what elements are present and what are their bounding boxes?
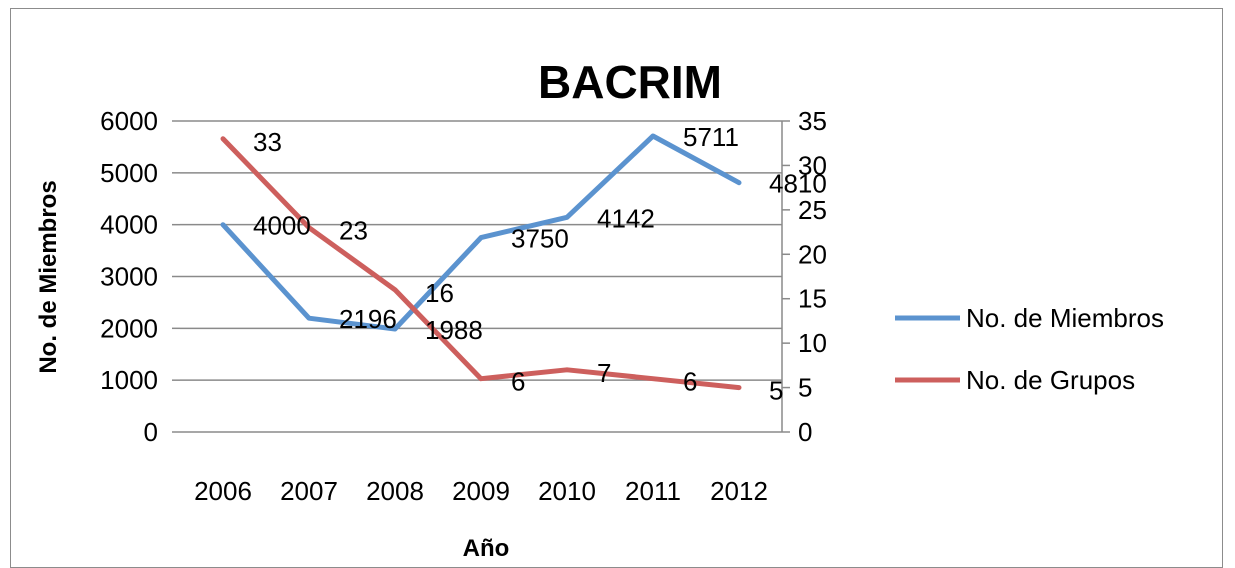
y-tick-label: 3000 (100, 262, 158, 292)
x-axis-title: Año (463, 535, 510, 562)
data-label: 5 (769, 376, 783, 406)
data-label: 16 (425, 278, 454, 308)
series-line (220, 136, 742, 391)
x-tick-label: 2011 (625, 476, 681, 506)
y2-tick-label: 10 (798, 328, 827, 358)
y2-tick-label: 20 (798, 239, 827, 269)
y-tick-label: 0 (144, 417, 158, 447)
data-label: 4142 (597, 203, 655, 233)
y2-tick-label: 0 (798, 417, 812, 447)
x-tick-label: 2007 (280, 476, 338, 506)
y-tick-label: 4000 (100, 210, 158, 240)
legend: No. de Miembros No. de Grupos (895, 303, 1164, 395)
data-label: 2196 (339, 304, 397, 334)
chart-title: BACRIM (538, 56, 722, 108)
legend-label: No. de Grupos (966, 365, 1135, 395)
axes: 0100020003000400050006000051015202530352… (100, 106, 827, 506)
legend-label: No. de Miembros (966, 303, 1164, 333)
x-tick-label: 2009 (452, 476, 510, 506)
y2-tick-label: 30 (798, 150, 827, 180)
y2-tick-label: 35 (798, 106, 827, 136)
data-label: 5711 (683, 122, 739, 152)
data-label: 4810 (769, 169, 827, 199)
y-tick-label: 6000 (100, 106, 158, 136)
data-label: 1988 (425, 315, 483, 345)
data-label: 3750 (511, 224, 569, 254)
data-labels: 4000 2196 1988 3750 4142 5711 4810 33 23 16 6 7 6 5 (253, 122, 827, 406)
data-label: 23 (339, 216, 368, 246)
data-label: 4000 (253, 211, 311, 241)
y2-tick-label: 5 (798, 373, 812, 403)
x-tick-label: 2008 (366, 476, 424, 506)
y-tick-label: 5000 (100, 158, 158, 188)
data-label: 6 (683, 367, 697, 397)
y2-tick-label: 15 (798, 284, 827, 314)
y-tick-label: 2000 (100, 313, 158, 343)
series-lines (220, 133, 742, 391)
y2-tick-label: 25 (798, 195, 827, 225)
x-tick-label: 2010 (538, 476, 596, 506)
y-tick-label: 1000 (100, 365, 158, 395)
series-line (220, 133, 742, 332)
x-tick-label: 2006 (194, 476, 252, 506)
x-tick-label: 2012 (710, 476, 768, 506)
data-label: 33 (253, 127, 282, 157)
chart-frame (10, 8, 1223, 568)
y-axis-title: No. de Miembros (35, 180, 62, 373)
data-label: 6 (511, 367, 525, 397)
data-label: 7 (597, 358, 611, 388)
